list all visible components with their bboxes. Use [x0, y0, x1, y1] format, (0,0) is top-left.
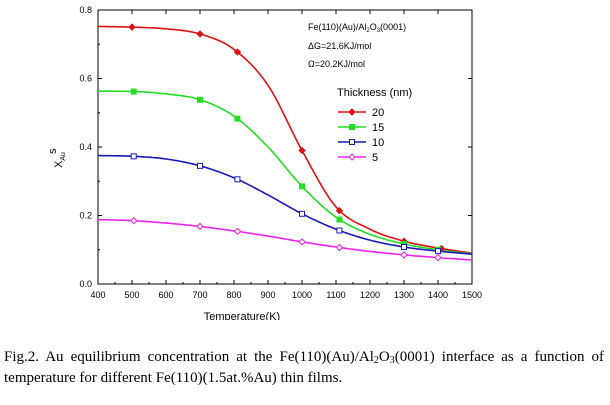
data-point-10 [197, 162, 203, 169]
series-line-15 [97, 90, 473, 255]
y-tick-label: 0.8 [79, 5, 92, 15]
y-tick-label: 0.0 [79, 279, 92, 289]
data-point-15 [336, 216, 343, 223]
x-tick-label: 1300 [394, 290, 414, 300]
x-tick-label: 400 [90, 290, 105, 300]
annotation-omega: Ω=20.2KJ/mol [308, 59, 365, 69]
data-point-10 [130, 153, 137, 160]
plot-area-border [97, 9, 473, 285]
legend-marker-15 [349, 124, 355, 130]
legend-title: Thickness (nm) [337, 87, 412, 99]
data-point-20 [196, 30, 204, 38]
data-point-5 [196, 222, 204, 231]
data-point-20 [298, 146, 306, 155]
data-point-5 [335, 243, 344, 252]
data-point-15 [299, 183, 305, 190]
data-point-10 [234, 176, 241, 183]
legend: 20 15 10 5 [338, 107, 384, 164]
x-tick-label: 900 [260, 290, 275, 300]
data-point-5 [129, 217, 138, 225]
x-tick-label: 1500 [462, 290, 482, 300]
x-tick-label: 700 [192, 290, 207, 300]
data-point-5 [434, 253, 442, 262]
x-tick-label: 1100 [326, 290, 345, 300]
figure-caption: Fig.2. Au equilibrium concentration at t… [4, 349, 604, 386]
y-axis-title-main: X [53, 160, 65, 168]
data-point-15 [197, 96, 203, 103]
x-axis-title: Temperature(K) [204, 311, 280, 320]
chart: 400 500 600 700 800 900 1000 1100 1200 1300 1400 15… [47, 5, 482, 320]
data-point-20 [335, 206, 344, 215]
data-point-5 [400, 251, 408, 259]
series-layer [97, 23, 473, 262]
data-point-5 [298, 238, 306, 246]
legend-label-20: 20 [372, 107, 384, 119]
x-tick-label: 600 [158, 290, 173, 300]
data-point-15 [130, 88, 137, 95]
data-point-20 [128, 23, 136, 31]
x-tick-label: 1400 [428, 290, 448, 300]
annotation-delta-g: ΔG=21.6KJ/mol [308, 41, 371, 51]
series-line-10 [97, 154, 473, 255]
y-axis-ticks: 0.0 0.2 0.4 0.6 0.8 [79, 5, 472, 289]
legend-marker-5 [348, 153, 356, 161]
y-axis-title-sub: Au [60, 152, 67, 161]
annotation-system: Fe(110)(Au)/Al2O3(0001) [308, 22, 406, 34]
annotation-box: Fe(110)(Au)/Al2O3(0001) ΔG=21.6KJ/mol Ω=… [308, 22, 406, 69]
y-axis-title-sup: s [47, 148, 59, 154]
x-tick-label: 1200 [360, 290, 380, 300]
series-line-20 [97, 25, 473, 254]
data-point-10 [336, 227, 343, 234]
legend-marker-20 [348, 108, 356, 116]
data-point-5 [233, 227, 242, 236]
data-point-15 [234, 115, 241, 122]
data-point-10 [435, 248, 441, 255]
data-point-10 [401, 244, 407, 251]
data-point-10 [299, 210, 305, 217]
y-axis-title: XAu s [47, 148, 67, 168]
x-tick-label: 1000 [292, 290, 312, 300]
x-tick-label: 800 [226, 290, 241, 300]
svg-text:XAu: XAu [53, 152, 67, 168]
legend-marker-10 [349, 139, 355, 145]
x-axis-ticks: 400 500 600 700 800 900 1000 1100 1200 1300 1400 15… [90, 10, 482, 300]
y-tick-label: 0.6 [79, 74, 92, 84]
y-tick-label: 0.4 [79, 142, 92, 152]
data-point-20 [233, 48, 242, 56]
legend-label-5: 5 [372, 152, 378, 164]
legend-label-10: 10 [372, 137, 384, 149]
x-tick-label: 500 [124, 290, 139, 300]
plot-frame [97, 9, 473, 285]
legend-label-15: 15 [372, 122, 384, 134]
series-line-5 [97, 218, 473, 261]
y-tick-label: 0.2 [79, 211, 92, 221]
